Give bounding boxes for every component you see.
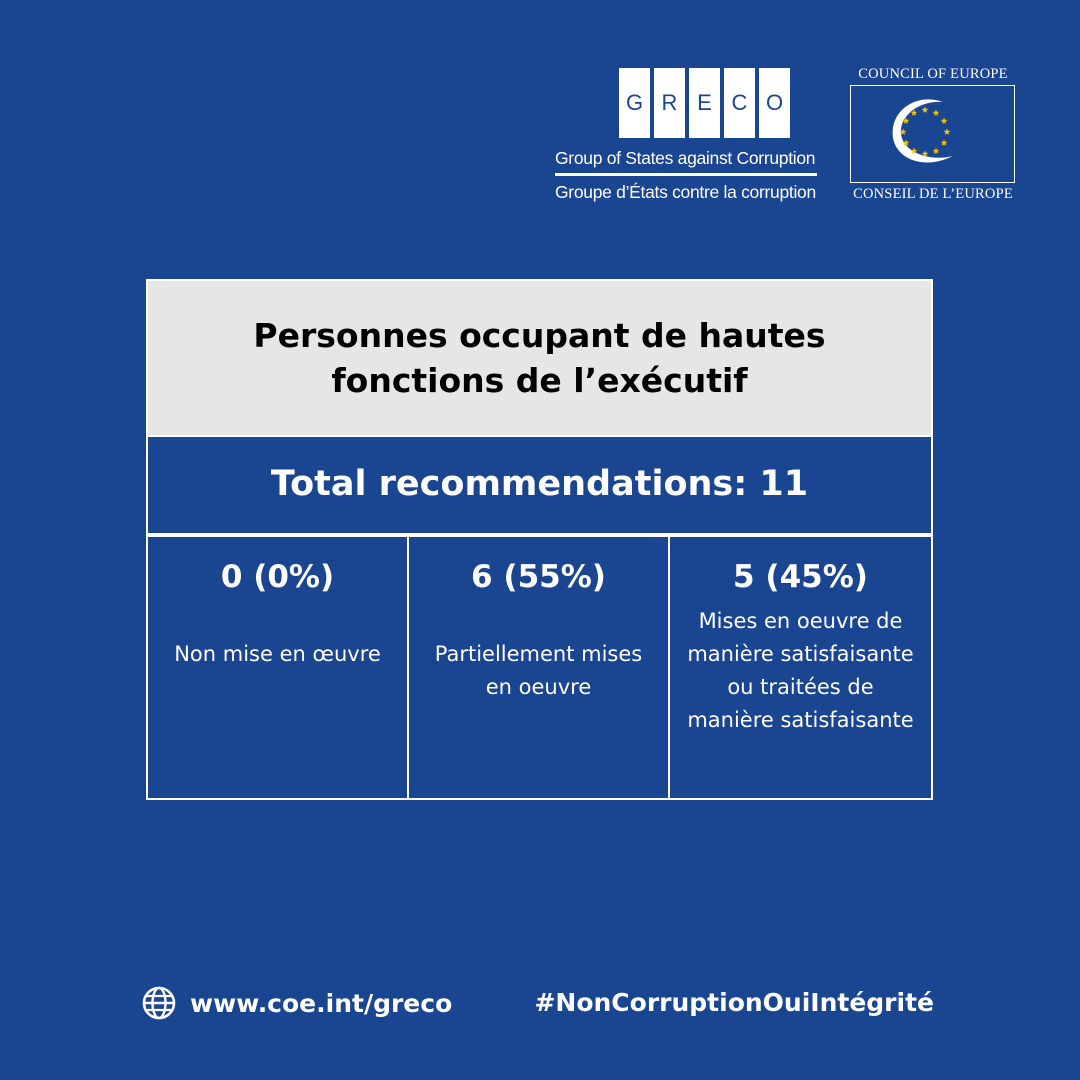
greco-letter: R [654,68,685,138]
status-cells: 0 (0%) Non mise en œuvre 6 (55%) Partiel… [146,535,933,800]
coe-name-fr: CONSEIL DE L’EUROPE [853,186,1013,202]
emblem-star [910,109,918,116]
emblem-star [902,139,910,146]
greco-name-fr: Groupe d’États contre la corruption [555,182,816,202]
greco-name-en: Group of States against Corruption [555,148,816,168]
emblem-star [940,117,948,124]
status-value: 6 (55%) [471,559,606,595]
coe-name-en: COUNCIL OF EUROPE [858,66,1008,82]
table-header: Personnes occupant de hautes fonctions d… [146,279,933,437]
status-label: Partiellement mises en oeuvre [434,642,643,699]
status-cell-partly-implemented: 6 (55%) Partiellement mises en oeuvre [409,535,670,800]
council-of-europe-logo: COUNCIL OF EUROPE CONSEIL DE L’EUROPE [850,66,1016,206]
status-label: Non mise en œuvre [174,642,381,666]
hashtag: #NonCorruptionOuiIntégrité [534,988,934,1017]
status-value: 5 (45%) [733,559,868,595]
emblem-star [921,106,929,113]
greco-letter-boxes: G R E C O [619,68,790,138]
coe-emblem-frame [850,85,1015,183]
recommendations-table: Personnes occupant de hautes fonctions d… [146,279,933,800]
emblem-star [902,117,910,124]
emblem-star [940,139,948,146]
globe-icon [142,986,176,1020]
status-value: 0 (0%) [220,559,335,595]
emblem-star [943,128,951,135]
greco-letter: G [619,68,650,138]
emblem-star [899,128,907,135]
emblem-star [932,147,940,154]
greco-letter: C [724,68,755,138]
emblem-star [910,147,918,154]
table-title: Personnes occupant de hautes fonctions d… [253,316,826,400]
council-of-europe-stars-emblem-icon [892,99,953,163]
total-recommendations: Total recommendations: 11 [146,435,933,535]
website-url[interactable]: www.coe.int/greco [190,988,453,1018]
greco-letter: E [689,68,720,138]
emblem-star [921,150,929,157]
greco-logo: G R E C O Group of States against Corrup… [555,68,817,208]
status-label: Mises en oeuvre de manière satisfaisante… [687,609,914,732]
status-cell-satisfactorily-implemented: 5 (45%) Mises en oeuvre de manière satis… [670,535,933,800]
greco-divider [555,173,817,176]
status-cell-not-implemented: 0 (0%) Non mise en œuvre [146,535,409,800]
greco-letter: O [759,68,790,138]
emblem-star [932,109,940,116]
website-link[interactable]: www.coe.int/greco [142,986,452,1020]
